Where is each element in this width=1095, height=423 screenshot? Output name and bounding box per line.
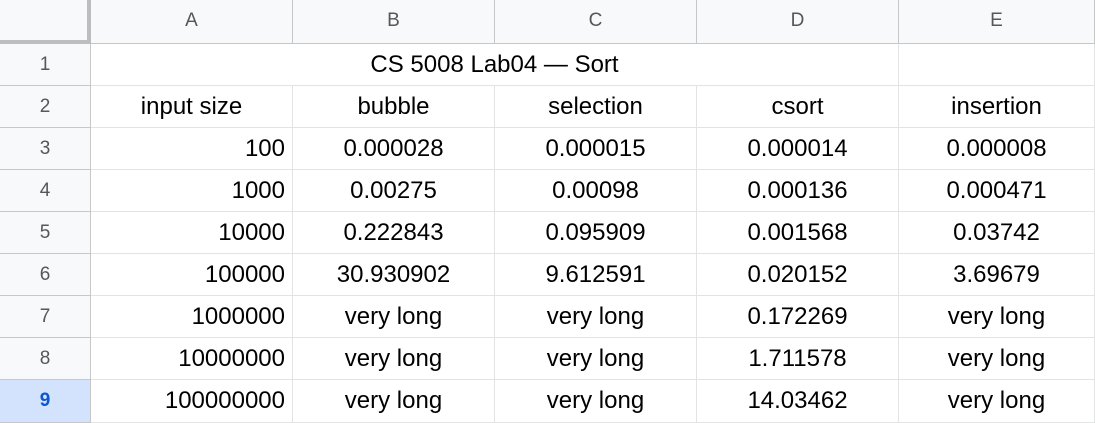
cell-c6[interactable]: 9.612591	[495, 254, 697, 296]
cell-b6[interactable]: 30.930902	[293, 254, 495, 296]
column-header-c[interactable]: C	[495, 0, 697, 44]
cell-a9[interactable]: 100000000	[91, 380, 293, 423]
column-header-e[interactable]: E	[899, 0, 1095, 44]
cell-e9[interactable]: very long	[899, 380, 1095, 423]
cell-b7[interactable]: very long	[293, 296, 495, 338]
row-header-5[interactable]: 5	[0, 212, 91, 254]
cell-a7[interactable]: 1000000	[91, 296, 293, 338]
row-header-2[interactable]: 2	[0, 86, 91, 128]
cell-d9[interactable]: 14.03462	[697, 380, 899, 423]
header-cell-selection[interactable]: selection	[495, 86, 697, 128]
cell-e4[interactable]: 0.000471	[899, 170, 1095, 212]
cell-c5[interactable]: 0.095909	[495, 212, 697, 254]
cell-e1[interactable]	[899, 44, 1095, 86]
cell-c9[interactable]: very long	[495, 380, 697, 423]
cell-a6[interactable]: 100000	[91, 254, 293, 296]
cell-b9[interactable]: very long	[293, 380, 495, 423]
row-header-6[interactable]: 6	[0, 254, 91, 296]
column-header-b[interactable]: B	[293, 0, 495, 44]
row-header-8[interactable]: 8	[0, 338, 91, 380]
cell-a3[interactable]: 100	[91, 128, 293, 170]
header-cell-bubble[interactable]: bubble	[293, 86, 495, 128]
cell-a8[interactable]: 10000000	[91, 338, 293, 380]
select-all-corner[interactable]	[0, 0, 91, 44]
cell-e7[interactable]: very long	[899, 296, 1095, 338]
row-header-1[interactable]: 1	[0, 44, 91, 86]
cell-b5[interactable]: 0.222843	[293, 212, 495, 254]
row-header-4[interactable]: 4	[0, 170, 91, 212]
cell-e6[interactable]: 3.69679	[899, 254, 1095, 296]
cell-d7[interactable]: 0.172269	[697, 296, 899, 338]
cell-e8[interactable]: very long	[899, 338, 1095, 380]
cell-a4[interactable]: 1000	[91, 170, 293, 212]
header-cell-csort[interactable]: csort	[697, 86, 899, 128]
cell-d3[interactable]: 0.000014	[697, 128, 899, 170]
header-cell-insertion[interactable]: insertion	[899, 86, 1095, 128]
cell-b4[interactable]: 0.00275	[293, 170, 495, 212]
cell-c3[interactable]: 0.000015	[495, 128, 697, 170]
header-cell-input-size[interactable]: input size	[91, 86, 293, 128]
cell-d8[interactable]: 1.711578	[697, 338, 899, 380]
title-cell[interactable]: CS 5008 Lab04 — Sort	[91, 44, 899, 86]
column-header-a[interactable]: A	[91, 0, 293, 44]
row-header-9-selected[interactable]: 9	[0, 380, 91, 423]
cell-a5[interactable]: 10000	[91, 212, 293, 254]
cell-e3[interactable]: 0.000008	[899, 128, 1095, 170]
cell-e5[interactable]: 0.03742	[899, 212, 1095, 254]
column-header-d[interactable]: D	[697, 0, 899, 44]
cell-c7[interactable]: very long	[495, 296, 697, 338]
cell-b8[interactable]: very long	[293, 338, 495, 380]
cell-c4[interactable]: 0.00098	[495, 170, 697, 212]
cell-d6[interactable]: 0.020152	[697, 254, 899, 296]
cell-d5[interactable]: 0.001568	[697, 212, 899, 254]
row-header-7[interactable]: 7	[0, 296, 91, 338]
row-header-3[interactable]: 3	[0, 128, 91, 170]
cell-d4[interactable]: 0.000136	[697, 170, 899, 212]
cell-b3[interactable]: 0.000028	[293, 128, 495, 170]
cell-c8[interactable]: very long	[495, 338, 697, 380]
